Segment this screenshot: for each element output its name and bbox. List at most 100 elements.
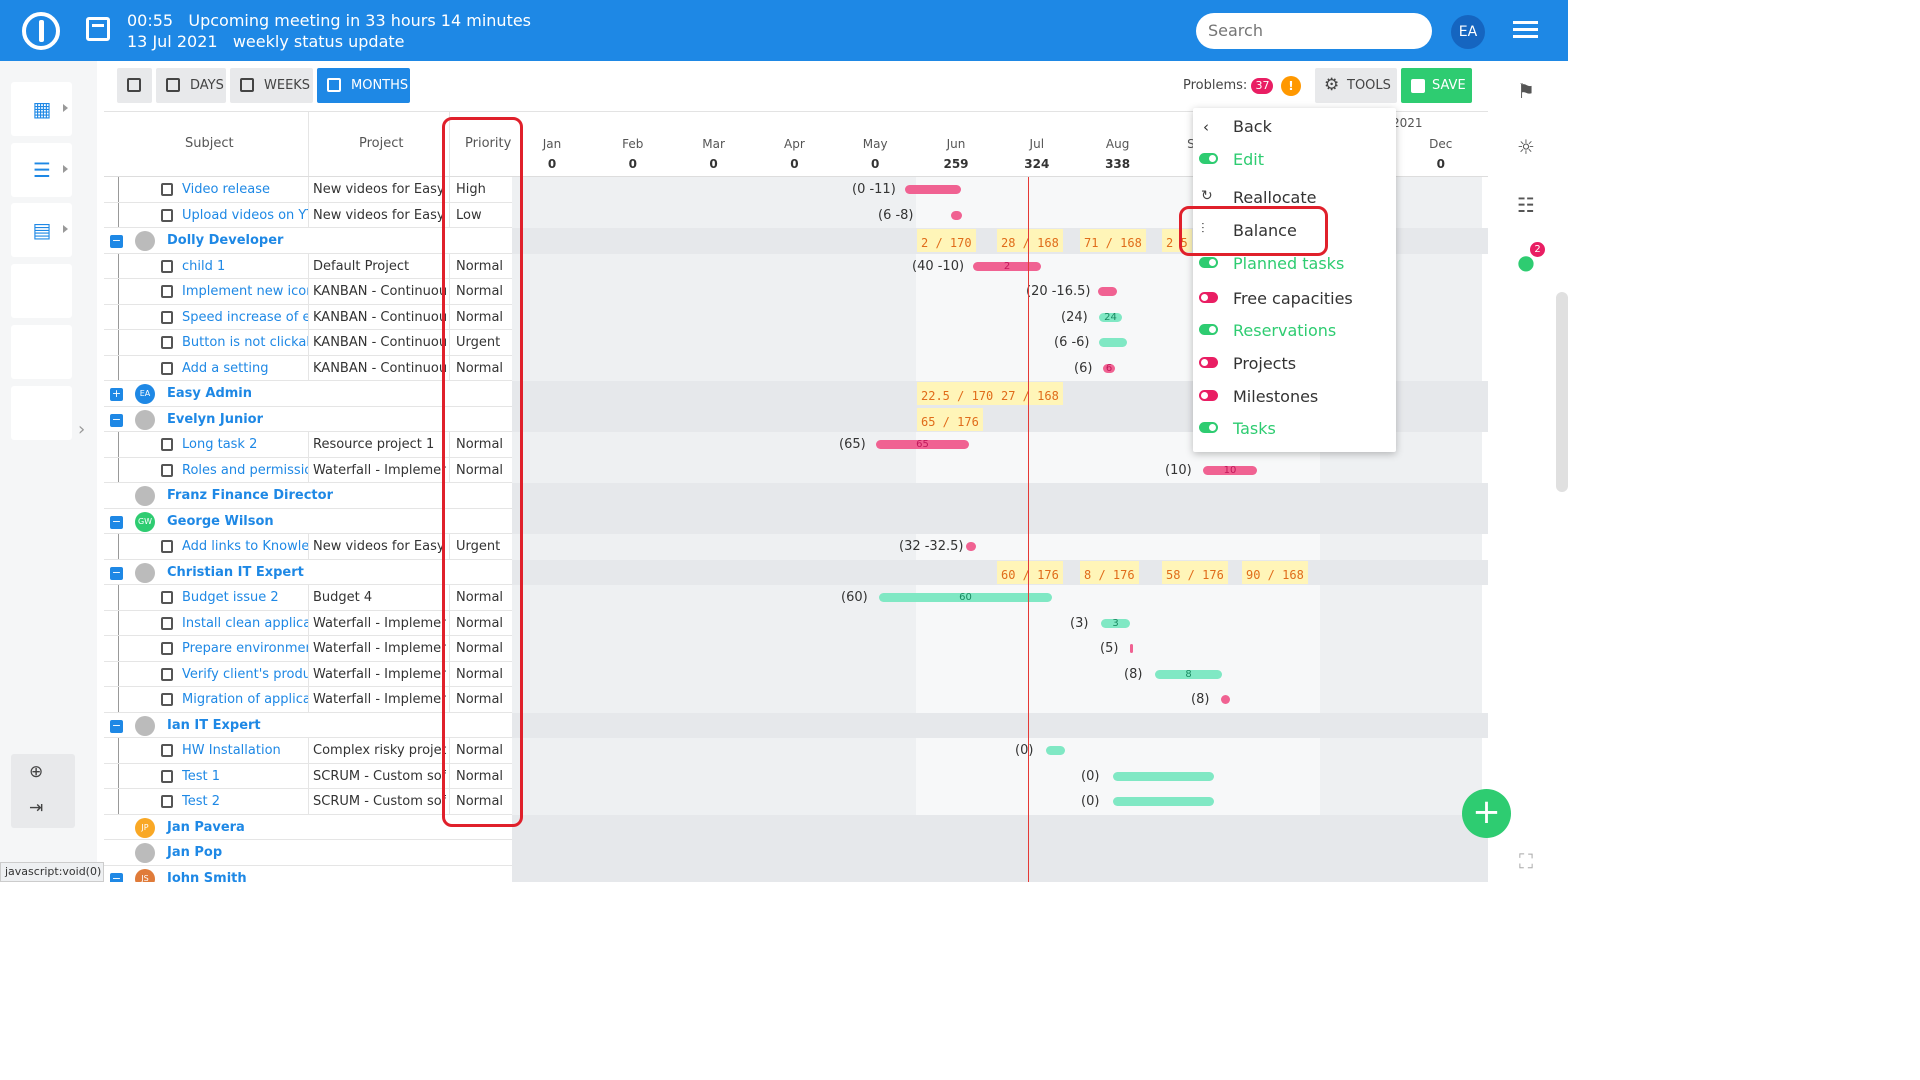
- task-bar[interactable]: [1113, 797, 1214, 806]
- logo-icon[interactable]: [22, 12, 60, 50]
- capacity-cell[interactable]: 27 / 168: [997, 382, 1063, 405]
- capacity-cell[interactable]: 65 / 176: [917, 407, 983, 431]
- user-avatar[interactable]: EA: [1451, 15, 1485, 49]
- menu-planned-tasks[interactable]: Planned tasks: [1233, 254, 1345, 273]
- task-subject[interactable]: Video release: [182, 182, 270, 197]
- user-row[interactable]: Jan Pop: [104, 840, 1488, 866]
- capacity-cell[interactable]: 2 / 170: [917, 229, 976, 252]
- fullscreen-icon[interactable]: ⛶: [1519, 849, 1533, 873]
- expand-icon[interactable]: +: [110, 387, 123, 401]
- planned-tasks-toggle[interactable]: [1199, 257, 1218, 268]
- reservations-toggle[interactable]: [1199, 324, 1218, 335]
- task-bar[interactable]: [1221, 695, 1230, 704]
- priority-header[interactable]: Priority: [465, 136, 512, 151]
- collapse-icon[interactable]: −: [110, 412, 123, 427]
- weeks-button[interactable]: WEEKS: [230, 68, 313, 103]
- task-bar[interactable]: [1113, 771, 1214, 781]
- task-bar[interactable]: 8: [1155, 669, 1222, 679]
- collapse-icon[interactable]: −: [110, 565, 123, 580]
- user-row[interactable]: + EA Easy Admin 22.5 / 170 27 / 168: [104, 381, 1488, 407]
- days-button[interactable]: DAYS: [156, 68, 226, 103]
- user-name[interactable]: John Smith: [167, 870, 247, 883]
- meeting-notice[interactable]: 00:55 Upcoming meeting in 33 hours 14 mi…: [127, 10, 531, 52]
- capacity-cell[interactable]: 28 / 168: [997, 229, 1063, 252]
- user-row[interactable]: − GW George Wilson: [104, 508, 1488, 534]
- task-row[interactable]: HW Installation Complex risky project Norm…: [104, 738, 1488, 764]
- task-row[interactable]: Test 1 SCRUM - Custom softw Normal (0): [104, 763, 1488, 789]
- menu-reallocate[interactable]: Reallocate: [1233, 188, 1317, 207]
- task-bar[interactable]: [1046, 746, 1065, 755]
- task-subject[interactable]: Long task 2: [182, 437, 258, 452]
- task-bar[interactable]: [1099, 338, 1127, 347]
- search-input[interactable]: [1196, 13, 1432, 49]
- task-bar[interactable]: 10: [1203, 465, 1257, 475]
- calendar-icon[interactable]: [86, 17, 110, 41]
- page-scrollbar[interactable]: [1556, 292, 1568, 492]
- task-bar[interactable]: [966, 542, 976, 551]
- collapse-icon[interactable]: −: [110, 718, 123, 733]
- task-row[interactable]: Install clean applicati Waterfall - Imple…: [104, 610, 1488, 636]
- task-subject[interactable]: Budget issue 2: [182, 590, 279, 605]
- task-bar[interactable]: 3: [1101, 618, 1130, 628]
- user-name[interactable]: Evelyn Junior: [167, 411, 264, 427]
- edit-toggle[interactable]: [1199, 153, 1218, 164]
- task-subject[interactable]: child 1: [182, 258, 226, 274]
- logout-icon[interactable]: ⇥: [29, 798, 44, 818]
- save-button[interactable]: SAVE: [1401, 68, 1472, 103]
- user-name[interactable]: Jan Pavera: [167, 819, 245, 835]
- task-row[interactable]: Roles and permission Waterfall - Impleme n…: [104, 457, 1488, 483]
- tree-nav[interactable]: ☰: [11, 143, 72, 197]
- nav-slot-6[interactable]: [11, 386, 72, 440]
- menu-back[interactable]: Back: [1233, 117, 1272, 136]
- subject-header[interactable]: Subject: [185, 136, 234, 151]
- task-subject[interactable]: Speed increase of ex: [182, 309, 308, 325]
- user-row[interactable]: − JS John Smith: [104, 865, 1488, 883]
- add-user-icon[interactable]: ⊕: [29, 762, 44, 782]
- task-row[interactable]: Verify client's produc Waterfall - Implem…: [104, 661, 1488, 687]
- collapse-icon[interactable]: −: [110, 872, 123, 882]
- task-bar[interactable]: 60: [879, 593, 1052, 603]
- tools-button[interactable]: ⚙ TOOLS: [1315, 68, 1397, 103]
- expand-sidebar-icon[interactable]: ›: [78, 419, 86, 440]
- add-fab-button[interactable]: +: [1462, 789, 1511, 838]
- info-icon[interactable]: !: [1281, 76, 1301, 96]
- capacity-cell[interactable]: 71 / 168: [1080, 229, 1146, 252]
- user-name[interactable]: Easy Admin: [167, 386, 253, 401]
- task-subject[interactable]: Roles and permission: [182, 462, 308, 478]
- clipboard-nav[interactable]: ▤: [11, 203, 72, 257]
- calendar-button[interactable]: [117, 68, 152, 103]
- task-subject[interactable]: Verify client's produc: [182, 666, 308, 682]
- task-row[interactable]: Long task 2 Resource project 1 Normal (65) 6…: [104, 432, 1488, 458]
- task-row[interactable]: Test 2 SCRUM - Custom softw Normal (0): [104, 789, 1488, 815]
- capacity-cell[interactable]: 90 / 168: [1242, 560, 1308, 584]
- months-button[interactable]: MONTHS: [317, 68, 410, 103]
- notification-icon[interactable]: ●: [1517, 250, 1535, 274]
- lightbulb-icon[interactable]: ☼: [1517, 135, 1535, 159]
- menu-reservations[interactable]: Reservations: [1233, 321, 1337, 340]
- milestones-toggle[interactable]: [1199, 390, 1218, 401]
- task-subject[interactable]: Upload videos on YT: [182, 207, 308, 223]
- user-name[interactable]: Christian IT Expert: [167, 564, 304, 580]
- capacity-cell[interactable]: 8 / 176: [1080, 560, 1139, 584]
- task-subject[interactable]: Add a setting: [182, 360, 269, 376]
- task-subject[interactable]: Add links to Knowled: [182, 539, 308, 554]
- task-bar[interactable]: 65: [876, 440, 969, 450]
- task-row[interactable]: Add links to Knowled New videos for Easy …: [104, 534, 1488, 560]
- task-bar[interactable]: [1130, 644, 1133, 653]
- task-bar[interactable]: 24: [1099, 312, 1122, 322]
- task-bar[interactable]: [1098, 287, 1117, 296]
- task-subject[interactable]: Prepare environmen: [182, 641, 308, 656]
- capacity-cell[interactable]: 60 / 176: [997, 560, 1063, 584]
- task-subject[interactable]: Button is not clickabl: [182, 335, 308, 350]
- task-subject[interactable]: Implement new icons: [182, 284, 308, 299]
- task-bar[interactable]: [905, 185, 961, 194]
- task-subject[interactable]: Test 1: [182, 768, 221, 784]
- free-capacities-toggle[interactable]: [1199, 292, 1218, 303]
- nav-slot-5[interactable]: [11, 325, 72, 379]
- user-name[interactable]: Dolly Developer: [167, 233, 284, 248]
- project-header[interactable]: Project: [359, 136, 404, 151]
- menu-balance[interactable]: Balance: [1233, 221, 1297, 240]
- menu-tasks[interactable]: Tasks: [1233, 419, 1276, 438]
- menu-edit[interactable]: Edit: [1233, 150, 1264, 169]
- user-row[interactable]: Franz Finance Director: [104, 483, 1488, 509]
